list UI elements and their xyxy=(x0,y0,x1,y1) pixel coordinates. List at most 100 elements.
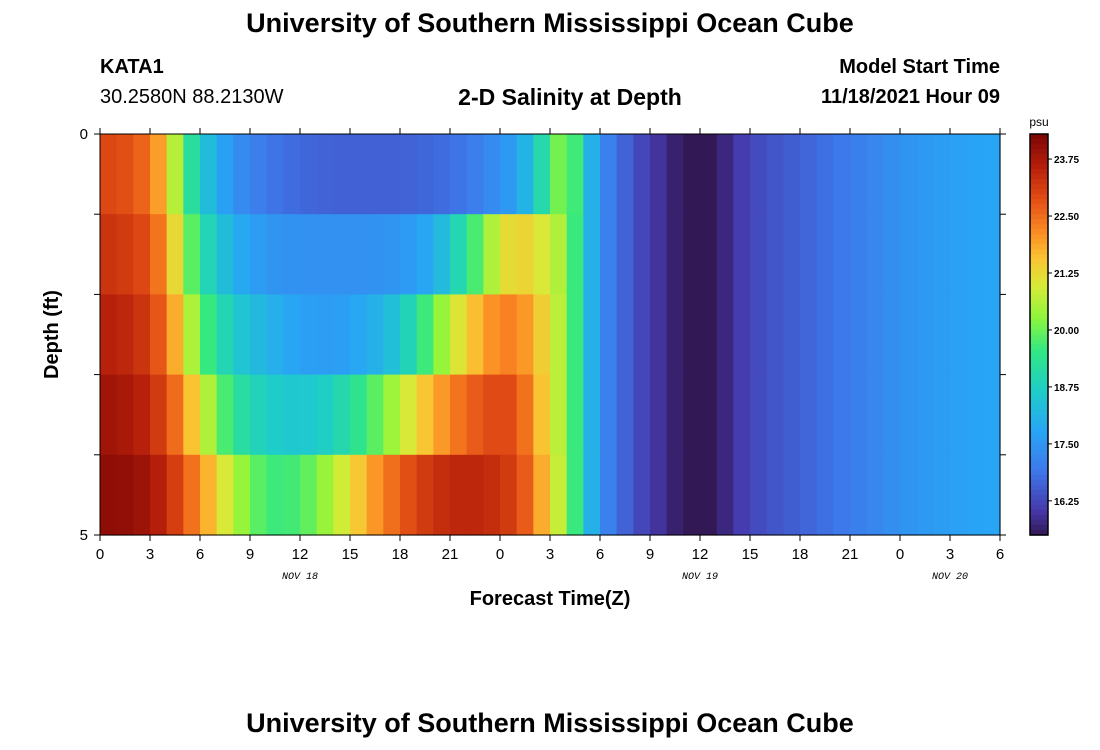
heatmap-cell xyxy=(733,214,751,295)
colorbar-segment xyxy=(1030,154,1048,160)
colorbar-tick-label: 21.25 xyxy=(1054,269,1079,280)
heatmap-cell xyxy=(116,374,134,456)
heatmap-cell xyxy=(433,134,451,215)
heatmap-cell xyxy=(483,294,501,376)
heatmap-cell xyxy=(966,134,984,215)
heatmap-cell xyxy=(766,134,784,215)
heatmap-cell xyxy=(433,454,451,536)
x-tick-label: 6 xyxy=(196,546,204,563)
x-tick-label: 9 xyxy=(646,546,654,563)
x-tick-label: 0 xyxy=(496,546,504,563)
heatmap-cell xyxy=(950,294,968,376)
heatmap-cell xyxy=(350,454,368,536)
y-axis: 05 xyxy=(80,126,1006,544)
heatmap-cell xyxy=(583,134,601,215)
heatmap-cell xyxy=(216,134,234,215)
heatmap-cell xyxy=(516,294,534,376)
y-tick-label: 0 xyxy=(80,126,88,143)
heatmap-cell xyxy=(400,454,418,536)
heatmap-cell xyxy=(366,134,384,215)
colorbar-segment xyxy=(1030,504,1048,511)
colorbar-segment xyxy=(1030,384,1048,391)
heatmap-cell xyxy=(883,214,901,295)
heatmap-cell xyxy=(866,294,884,376)
colorbar-tick-label: 17.50 xyxy=(1054,440,1079,451)
heatmap-cell xyxy=(833,134,851,215)
heatmap-cell xyxy=(366,214,384,295)
x-date-label: NOV 20 xyxy=(932,572,968,583)
colorbar-segment xyxy=(1030,259,1048,265)
heatmap-cell xyxy=(583,214,601,295)
colorbar-segment xyxy=(1030,299,1048,306)
heatmap-cell xyxy=(800,214,818,295)
heatmap-cell xyxy=(750,454,768,536)
colorbar-segment xyxy=(1030,434,1048,441)
heatmap-cell xyxy=(216,214,234,295)
heatmap-cell xyxy=(200,134,218,215)
heatmap-cell xyxy=(866,214,884,295)
heatmap-cell xyxy=(250,294,268,376)
heatmap-cell xyxy=(633,374,651,456)
colorbar-segment xyxy=(1030,284,1048,290)
heatmap-cell xyxy=(533,294,551,376)
heatmap-cell xyxy=(983,134,1001,215)
heatmap-cell xyxy=(516,374,534,456)
heatmap-cell xyxy=(933,294,951,376)
heatmap-cell xyxy=(200,454,218,536)
heatmap-cell xyxy=(883,454,901,536)
heatmap-cell xyxy=(150,454,168,536)
model-start-value: 11/18/2021 Hour 09 xyxy=(820,86,1000,108)
colorbar-tick-label: 18.75 xyxy=(1054,383,1079,394)
chart-subtitle: 2-D Salinity at Depth xyxy=(458,84,682,110)
x-tick-label: 18 xyxy=(792,546,809,563)
heatmap-cell xyxy=(600,214,618,295)
heatmap-cell xyxy=(733,374,751,456)
heatmap-cell xyxy=(633,134,651,215)
heatmap-cell xyxy=(450,374,468,456)
heatmap-cell xyxy=(400,294,418,376)
heatmap-cell xyxy=(666,214,684,295)
heatmap-cell xyxy=(283,214,301,295)
colorbar-segment xyxy=(1030,189,1048,195)
heatmap-cell xyxy=(333,374,351,456)
colorbar-segment xyxy=(1030,139,1048,145)
heatmap-cell xyxy=(816,374,834,456)
heatmap-cell xyxy=(333,134,351,215)
x-date-label: NOV 19 xyxy=(682,572,718,583)
heatmap-cell xyxy=(783,374,801,456)
heatmap-cell xyxy=(866,134,884,215)
heatmap-cell xyxy=(166,454,184,536)
heatmap-cell xyxy=(850,134,868,215)
heatmap-cell xyxy=(350,214,368,295)
colorbar-segment xyxy=(1030,159,1048,165)
heatmap-cell xyxy=(316,214,334,295)
heatmap-cell xyxy=(416,294,434,376)
heatmap-cell xyxy=(250,214,268,295)
heatmap-cell xyxy=(100,454,118,536)
heatmap-cell xyxy=(216,454,234,536)
heatmap-cell xyxy=(500,134,518,215)
heatmap-cell xyxy=(800,294,818,376)
heatmap-cell xyxy=(716,454,734,536)
heatmap-cell xyxy=(533,454,551,536)
heatmap-cell xyxy=(700,134,718,215)
y-axis-label: Depth (ft) xyxy=(41,290,63,379)
colorbar-segment xyxy=(1030,289,1048,295)
heatmap-cell xyxy=(183,134,201,215)
heatmap-cell xyxy=(300,374,318,456)
heatmap-cell xyxy=(566,374,584,456)
heatmap-cell xyxy=(933,214,951,295)
heatmap-cell xyxy=(816,294,834,376)
heatmap-cell xyxy=(933,454,951,536)
colorbar-segment xyxy=(1030,524,1048,531)
y-tick-label: 5 xyxy=(80,527,88,544)
heatmap-cell xyxy=(516,454,534,536)
heatmap-cell xyxy=(383,454,401,536)
heatmap-cell xyxy=(483,454,501,536)
heatmap-cell xyxy=(466,374,484,456)
heatmap-cell xyxy=(233,134,251,215)
heatmap-cell xyxy=(633,454,651,536)
colorbar: 23.75 22.50 21.25 20.00 18.75 17.50 16.25 xyxy=(1029,133,1079,536)
heatmap-cell xyxy=(833,454,851,536)
x-tick-label: 3 xyxy=(546,546,554,563)
